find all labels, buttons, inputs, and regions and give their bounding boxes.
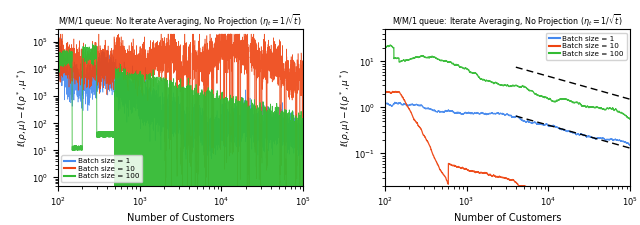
X-axis label: Number of Customers: Number of Customers — [454, 213, 561, 223]
Legend: Batch size = 1, Batch size = 10, Batch size = 100: Batch size = 1, Batch size = 10, Batch s… — [61, 155, 142, 182]
Y-axis label: $\ell(\rho, \mu) - \ell(\rho^*, \mu^*)$: $\ell(\rho, \mu) - \ell(\rho^*, \mu^*)$ — [16, 68, 30, 147]
Legend: Batch size = 1, Batch size = 10, Batch size = 100: Batch size = 1, Batch size = 10, Batch s… — [546, 33, 627, 60]
Title: M/M/1 queue: No Iterate Averaging, No Projection ($\eta_t = 1/\sqrt{t}$): M/M/1 queue: No Iterate Averaging, No Pr… — [58, 13, 303, 29]
Title: M/M/1 queue: Iterate Averaging, No Projection ($\eta_t = 1/\sqrt{t}$): M/M/1 queue: Iterate Averaging, No Proje… — [392, 13, 623, 29]
Y-axis label: $\ell(\rho, \mu) - \ell(\rho^*, \mu^*)$: $\ell(\rho, \mu) - \ell(\rho^*, \mu^*)$ — [339, 68, 353, 147]
X-axis label: Number of Customers: Number of Customers — [127, 213, 234, 223]
